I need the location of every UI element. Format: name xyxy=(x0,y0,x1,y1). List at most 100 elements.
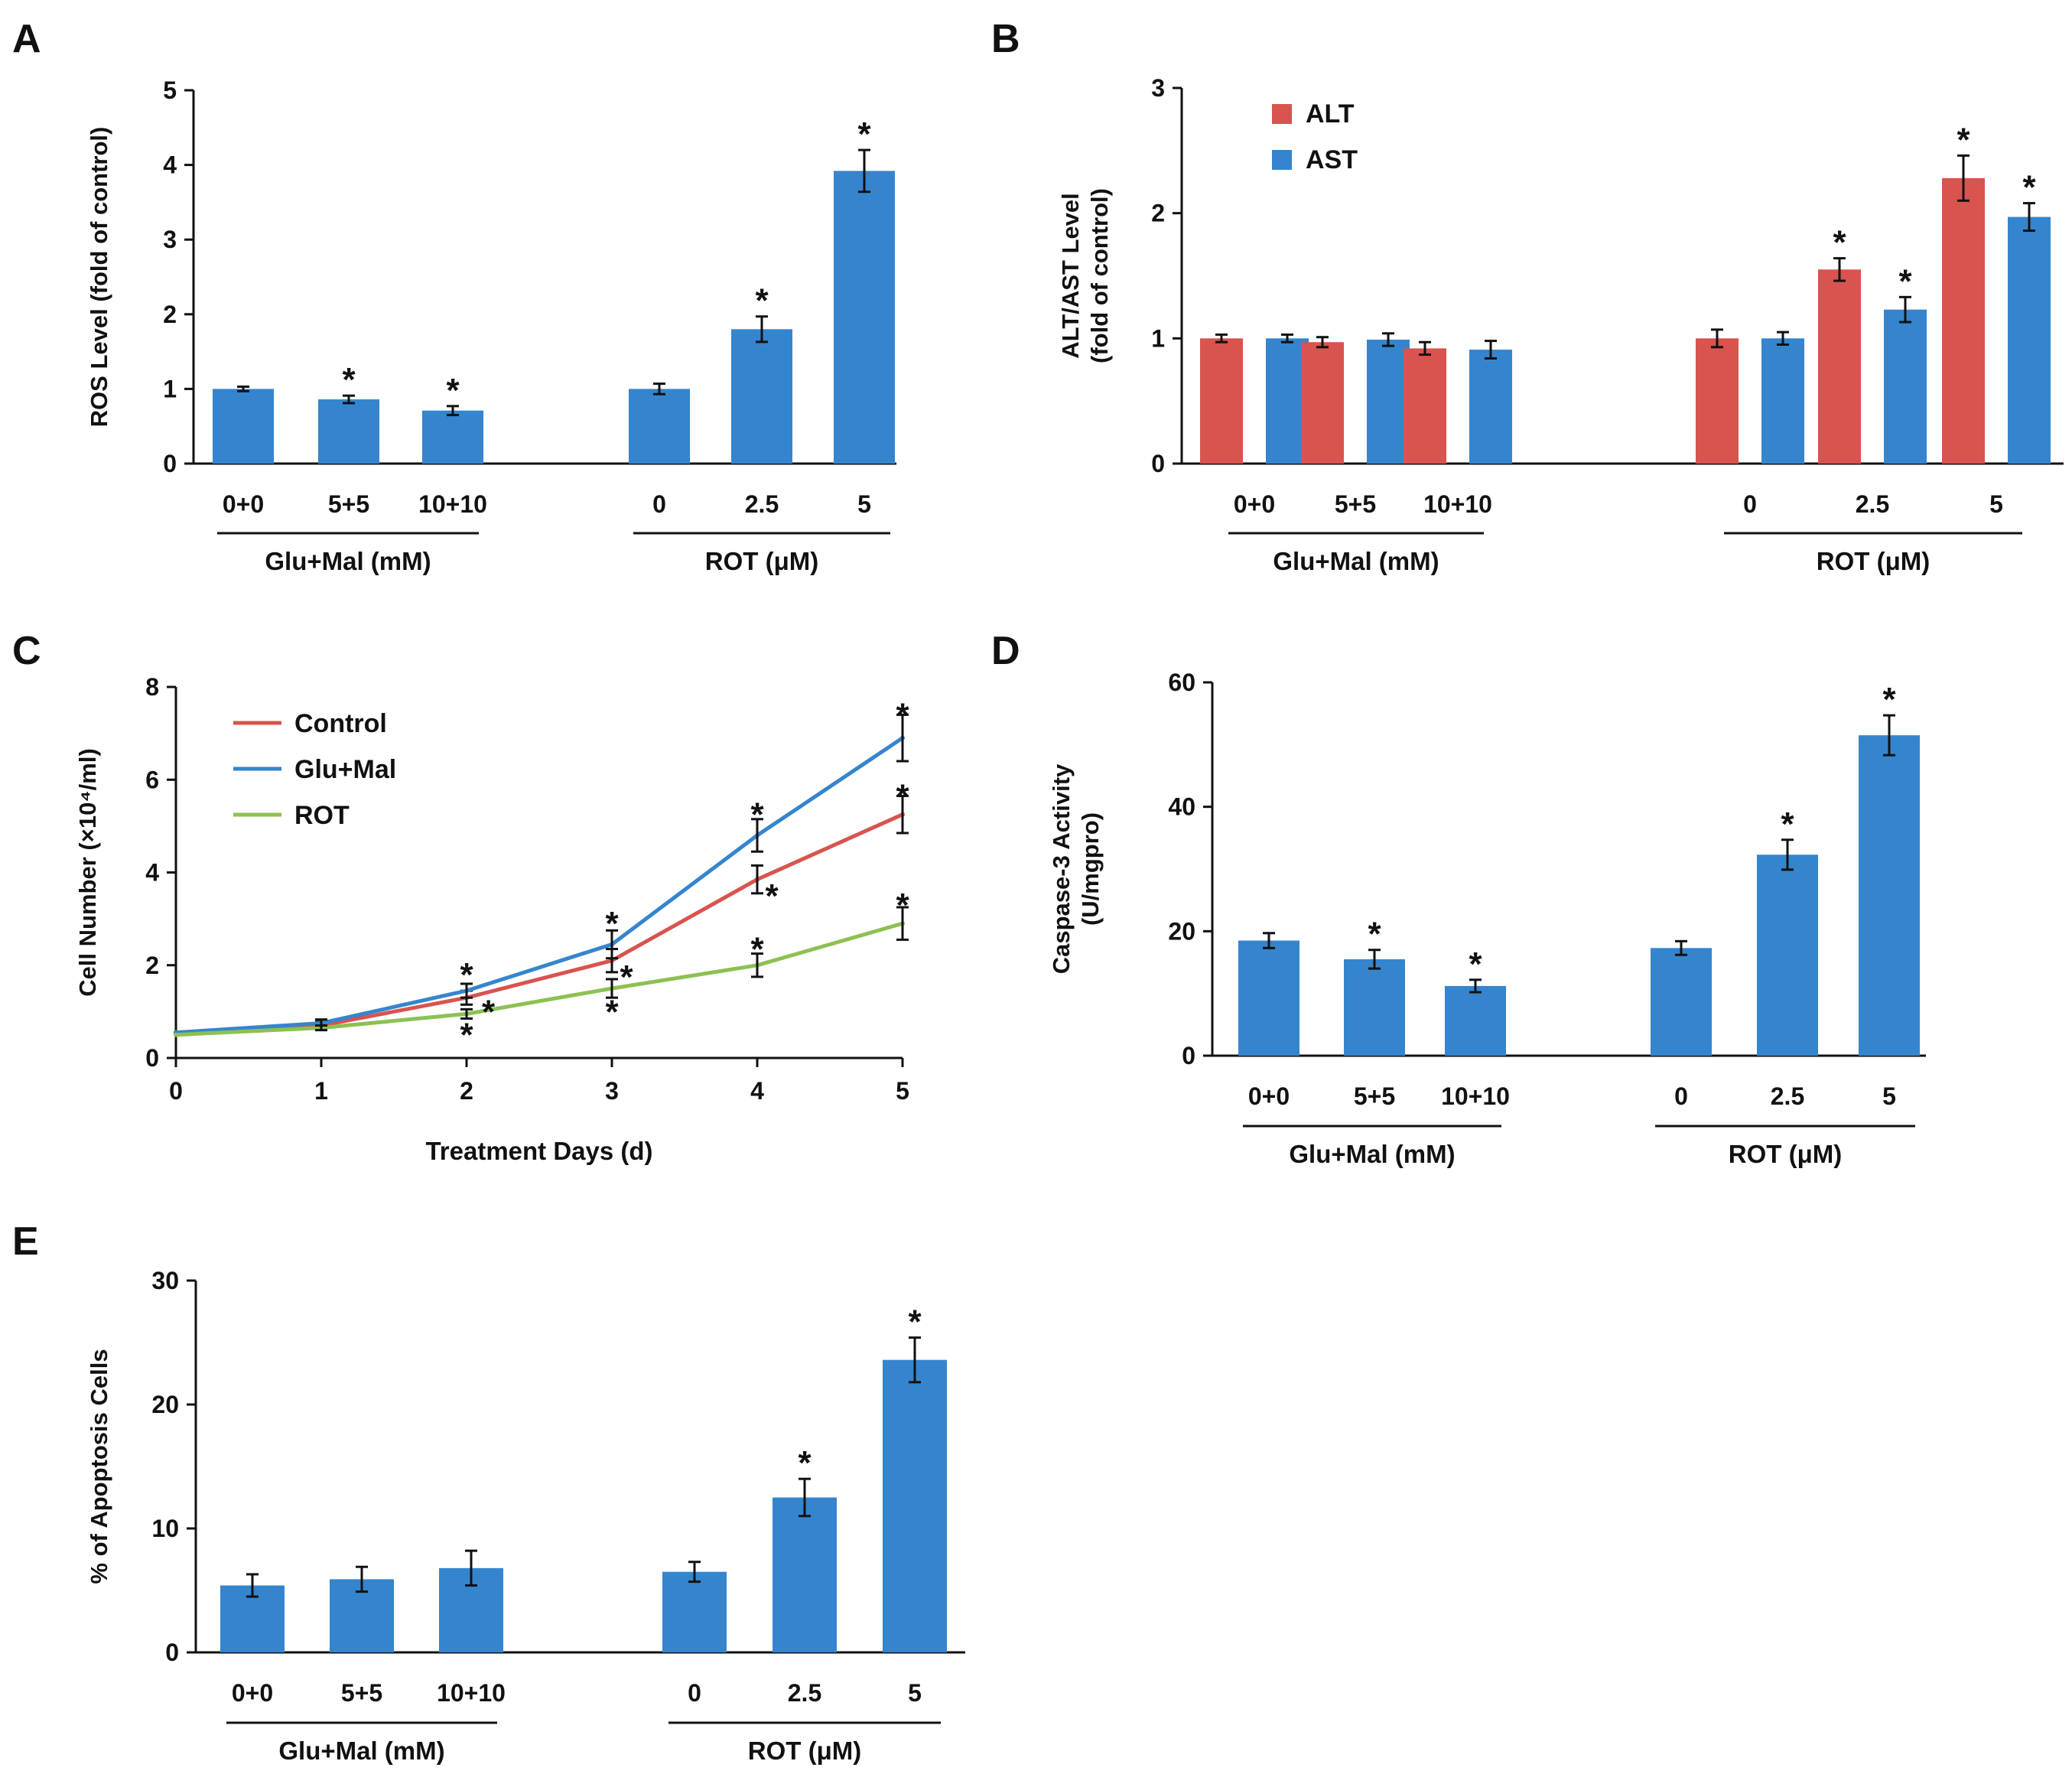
panel-e-category-label: 0+0 xyxy=(232,1679,273,1707)
panel-b-significance-star: * xyxy=(1957,121,1970,158)
panel-a-bar xyxy=(629,389,690,464)
panel-d-significance-star: * xyxy=(1781,806,1794,843)
panel-b-bar xyxy=(1469,350,1512,464)
panel-d-category-label: 2.5 xyxy=(1771,1082,1804,1110)
panel-e-bar xyxy=(662,1571,727,1652)
panel-d-significance-star: * xyxy=(1882,681,1896,718)
panel-b-category-label: 5+5 xyxy=(1335,490,1376,518)
panel-a-y-axis-title: ROS Level (fold of control) xyxy=(86,127,112,428)
panel-c-significance-star: * xyxy=(460,1017,473,1054)
panel-e-category-label: 5 xyxy=(908,1679,922,1707)
panel-d-chart: 0 20 40 60 0+0 5+5 * 10+10 * 0 2.5 * 5 * Glu+Mal (mM) R… xyxy=(1048,669,1926,1168)
panel-b-bar xyxy=(1301,342,1344,464)
panel-b-y-tick-label: 2 xyxy=(1151,200,1165,227)
panel-b-legend-label: AST xyxy=(1306,145,1358,174)
panel-c-y-axis-title: Cell Number (×10⁴/ml) xyxy=(74,748,101,997)
panel-c-x-tick-label: 4 xyxy=(750,1077,764,1105)
panel-a-category-label: 0+0 xyxy=(223,490,264,518)
panel-c-x-tick-label: 5 xyxy=(896,1077,909,1105)
panel-label-e: E xyxy=(12,1219,39,1264)
panel-d-bar xyxy=(1445,985,1506,1056)
panel-d-y-tick-label: 60 xyxy=(1168,669,1195,696)
panel-a-bar xyxy=(213,389,274,464)
panel-d-group-label: ROT (μM) xyxy=(1729,1140,1842,1168)
panel-a-y-tick-label: 4 xyxy=(163,151,177,179)
panel-d-group-label: Glu+Mal (mM) xyxy=(1289,1140,1455,1168)
panel-c-significance-star: * xyxy=(460,956,473,994)
panel-c-y-tick-label: 0 xyxy=(145,1044,159,1072)
panel-e-y-tick-label: 20 xyxy=(151,1391,179,1418)
panel-c-significance-star: * xyxy=(605,993,619,1030)
panel-a-group-label: ROT (μM) xyxy=(705,547,818,575)
panel-c-significance-star: * xyxy=(605,905,619,942)
panel-c-chart: 0 2 4 6 8 0 1 2 3 4 5 Treatment Days (d) Cell Number… xyxy=(74,673,909,1165)
panel-d-category-label: 5+5 xyxy=(1354,1082,1395,1110)
panel-d-y-axis-title: Caspase-3 Activity xyxy=(1048,763,1075,974)
panel-c-legend-label: Glu+Mal xyxy=(294,755,396,784)
panel-e-y-tick-label: 10 xyxy=(151,1515,179,1542)
panel-d-category-label: 5 xyxy=(1882,1082,1896,1110)
panel-c-x-tick-label: 1 xyxy=(314,1077,328,1105)
panel-b-y-tick-label: 1 xyxy=(1151,324,1165,352)
panel-b-legend-swatch xyxy=(1272,150,1292,170)
panel-b-significance-star: * xyxy=(1898,262,1912,300)
panel-d-bar xyxy=(1757,854,1818,1056)
panel-a-y-tick-label: 5 xyxy=(163,76,177,104)
panel-a-significance-star: * xyxy=(857,116,871,153)
panel-a-significance-star: * xyxy=(755,282,769,320)
panel-b-bar xyxy=(1367,339,1410,464)
panel-b-chart: 0 1 2 3 0+0 5+5 10+10 0 2.5 * * 5 * * Glu+Mal (mM) ROT … xyxy=(1057,74,2064,575)
panel-d-category-label: 0 xyxy=(1674,1082,1688,1110)
panel-b-y-tick-label: 3 xyxy=(1151,74,1165,102)
panel-b-bar xyxy=(1696,338,1739,464)
panel-c-series-line xyxy=(175,921,903,1037)
panel-e-significance-star: * xyxy=(908,1304,922,1341)
panel-c-y-tick-label: 2 xyxy=(145,952,159,979)
panel-c-series-line xyxy=(175,812,904,1035)
panel-a-bar xyxy=(834,171,895,464)
panel-e-y-tick-label: 0 xyxy=(165,1639,179,1666)
panel-a-bar xyxy=(422,410,483,464)
panel-a-significance-star: * xyxy=(342,361,356,399)
panel-a-bar xyxy=(731,329,792,464)
panel-c-significance-star: * xyxy=(750,796,764,834)
panel-c-x-tick-label: 2 xyxy=(460,1077,473,1105)
panel-d-category-label: 0+0 xyxy=(1248,1082,1290,1110)
panel-c-y-tick-label: 4 xyxy=(145,859,159,887)
panel-d-y-tick-label: 40 xyxy=(1168,793,1195,821)
panel-b-bar xyxy=(1200,338,1243,464)
panel-b-category-label: 10+10 xyxy=(1423,490,1492,518)
panel-b-bar xyxy=(1942,177,1985,464)
panel-c-series-line xyxy=(175,736,904,1035)
panel-c-significance-star: * xyxy=(750,931,764,968)
panel-b-bar xyxy=(1404,348,1446,464)
panel-e-bar xyxy=(883,1359,947,1652)
panel-c-x-tick-label: 0 xyxy=(169,1077,183,1105)
panel-b-category-label: 0 xyxy=(1743,490,1757,518)
panel-d-y-tick-label: 20 xyxy=(1168,917,1195,945)
panel-a-category-label: 2.5 xyxy=(745,490,779,518)
panel-e-group-label: Glu+Mal (mM) xyxy=(278,1737,444,1765)
panel-b-category-label: 5 xyxy=(1989,490,2003,518)
panel-b-significance-star: * xyxy=(2022,169,2036,207)
panel-d-bar xyxy=(1859,735,1920,1056)
panel-d-bar xyxy=(1651,948,1712,1056)
panel-b-y-axis-title: ALT/AST Level xyxy=(1057,193,1084,358)
panel-c-significance-star: * xyxy=(482,993,496,1030)
panel-label-b: B xyxy=(991,17,1020,61)
panel-b-y-axis-title-line2: (fold of control) xyxy=(1086,188,1113,363)
panel-b-legend-label: ALT xyxy=(1306,99,1355,129)
panel-b-y-tick-label: 0 xyxy=(1151,450,1165,477)
panel-a-group-label: Glu+Mal (mM) xyxy=(265,547,431,575)
panel-d-y-axis-title-line2: (U/mgpro) xyxy=(1077,812,1104,926)
panel-b-category-label: 2.5 xyxy=(1856,490,1889,518)
panel-c-legend-label: Control xyxy=(294,709,387,738)
panel-a-category-label: 5 xyxy=(857,490,871,518)
panel-b-bar xyxy=(1818,269,1861,464)
panel-label-c: C xyxy=(12,629,41,673)
panel-c-significance-star: * xyxy=(620,959,633,996)
panel-b-bar xyxy=(1761,338,1804,464)
panel-c-x-tick-label: 3 xyxy=(605,1077,619,1105)
panel-a-y-tick-label: 3 xyxy=(163,226,177,253)
